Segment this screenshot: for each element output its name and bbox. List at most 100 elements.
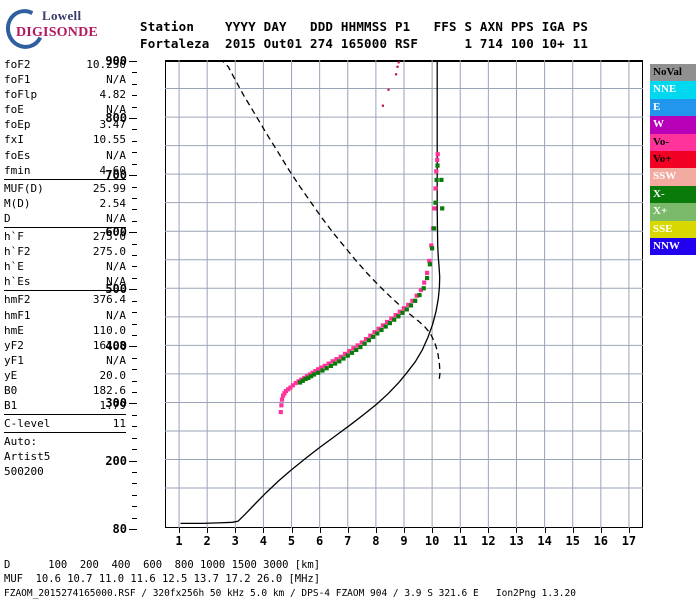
param-value: 1.79	[99, 399, 127, 413]
x-axis-tick	[347, 528, 349, 533]
param-value: 3.47	[99, 118, 127, 132]
data-point	[319, 365, 324, 370]
data-point	[421, 286, 426, 291]
legend-item-sse[interactable]: SSE	[650, 220, 696, 238]
param-value: 182.6	[92, 383, 126, 397]
data-point	[417, 293, 422, 298]
y-axis-minor-tick	[132, 357, 137, 359]
legend-item-nne[interactable]: NNE	[650, 81, 696, 99]
data-point	[316, 367, 321, 372]
param-key: foE	[4, 103, 24, 117]
param-row: M(D) 2.54	[4, 196, 126, 211]
y-axis-major-tick	[129, 61, 137, 62]
y-axis-major-tick	[129, 118, 137, 120]
x-axis-tick	[319, 528, 321, 533]
param-value: 2.54	[99, 196, 127, 210]
param-key: h`F2	[4, 245, 31, 259]
param-row: h`F2 275.0	[4, 244, 126, 259]
legend-item-noval[interactable]: NoVal	[650, 64, 696, 82]
legend-item-vo-[interactable]: Vo+	[650, 150, 696, 169]
legend-item-x-[interactable]: X+	[650, 203, 696, 221]
y-axis-minor-tick	[132, 437, 137, 439]
param-key: C-level	[4, 417, 51, 431]
series-o-trace-ordinary-vo-	[278, 152, 440, 415]
electron-density-profile	[180, 60, 441, 525]
data-point	[434, 177, 439, 182]
x-axis-tick	[544, 528, 546, 533]
y-axis-tick-label: 800	[105, 111, 127, 126]
legend-item-ssw[interactable]: SSW	[650, 168, 696, 186]
param-key: h`E	[4, 260, 24, 274]
legend-item-w[interactable]: W	[650, 116, 696, 134]
data-point	[376, 326, 381, 331]
data-point	[279, 397, 285, 402]
y-axis-minor-tick	[132, 129, 137, 131]
param-value: 4.60	[99, 163, 127, 177]
y-axis-major-tick	[129, 346, 137, 348]
grid-lines	[165, 60, 643, 528]
param-group-divider	[4, 290, 126, 292]
param-row: yE 20.0	[4, 368, 126, 383]
legend-item-label: NNW	[653, 239, 680, 252]
x-axis-tick-label: 12	[481, 534, 496, 548]
data-point	[368, 333, 373, 338]
param-key: foEp	[4, 118, 31, 132]
param-row: h`Es N/A	[4, 274, 126, 289]
header-labels-row: Station YYYY DAY DDD HHMMSS P1 FFS S AXN…	[140, 19, 589, 34]
param-group-divider	[4, 432, 126, 434]
data-point	[413, 298, 418, 303]
data-point	[293, 380, 298, 386]
x-axis-tick-label: 8	[372, 534, 380, 548]
x-axis-tick-label: 5	[287, 534, 296, 548]
y-axis-minor-tick	[132, 209, 137, 211]
y-axis-minor-tick	[132, 243, 137, 245]
param-value: N/A	[106, 260, 126, 274]
data-point	[306, 375, 311, 380]
data-point	[328, 363, 333, 368]
param-row: yF2 161.8	[4, 338, 126, 353]
x-axis-tick	[375, 528, 377, 533]
y-axis-minor-tick	[132, 312, 137, 314]
param-key: B0	[4, 383, 18, 397]
y-axis-minor-tick	[132, 277, 137, 279]
param-row: fxI 10.55	[4, 132, 126, 147]
y-axis-minor-tick	[132, 72, 137, 74]
data-point	[387, 88, 390, 91]
data-point	[355, 343, 360, 348]
data-point	[433, 200, 438, 205]
param-key: fxI	[4, 133, 24, 147]
x-axis-tick-label: 10	[424, 534, 440, 548]
data-point	[435, 163, 440, 168]
legend-item-label: X+	[653, 205, 668, 218]
legend-item-label: E	[653, 100, 661, 113]
legend-item-e[interactable]: E	[650, 98, 696, 117]
data-point	[427, 262, 432, 267]
y-axis-minor-tick	[132, 414, 137, 416]
param-row: hmE 110.0	[4, 323, 126, 338]
logo-digisonde-text: DIGISONDE	[16, 25, 98, 40]
y-axis-minor-tick	[132, 506, 137, 508]
data-point	[363, 337, 369, 342]
legend-item-x-[interactable]: X-	[650, 185, 696, 204]
x-axis-tick	[488, 528, 490, 533]
data-point	[380, 323, 385, 328]
x-axis-tick-label: 6	[316, 534, 324, 548]
data-point	[435, 152, 440, 157]
polarization-legend[interactable]: NoVal NNE E W Vo- Vo+ SSW X- X+ SSE NNW	[650, 64, 696, 256]
data-point	[320, 368, 325, 373]
data-point	[404, 307, 409, 312]
footer-info: D 100 200 400 600 800 1000 1500 3000 [km…	[4, 558, 576, 601]
data-point	[393, 313, 398, 318]
data-point	[418, 287, 423, 293]
legend-item-nnw[interactable]: NNW	[650, 237, 696, 256]
lowell-digisonde-logo: Lowell DIGISONDE	[0, 4, 126, 54]
param-value: 20.0	[99, 368, 127, 382]
data-point	[396, 65, 399, 68]
ionogram-plot[interactable]	[165, 60, 643, 528]
data-point	[313, 368, 318, 374]
y-axis-minor-tick	[132, 220, 137, 222]
header-values-row: Fortaleza 2015 Out01 274 165000 RSF 1 71…	[140, 36, 589, 51]
y-axis-tick-label: 700	[105, 168, 127, 183]
y-axis-minor-tick	[132, 95, 137, 97]
legend-item-vo-[interactable]: Vo-	[650, 133, 696, 151]
